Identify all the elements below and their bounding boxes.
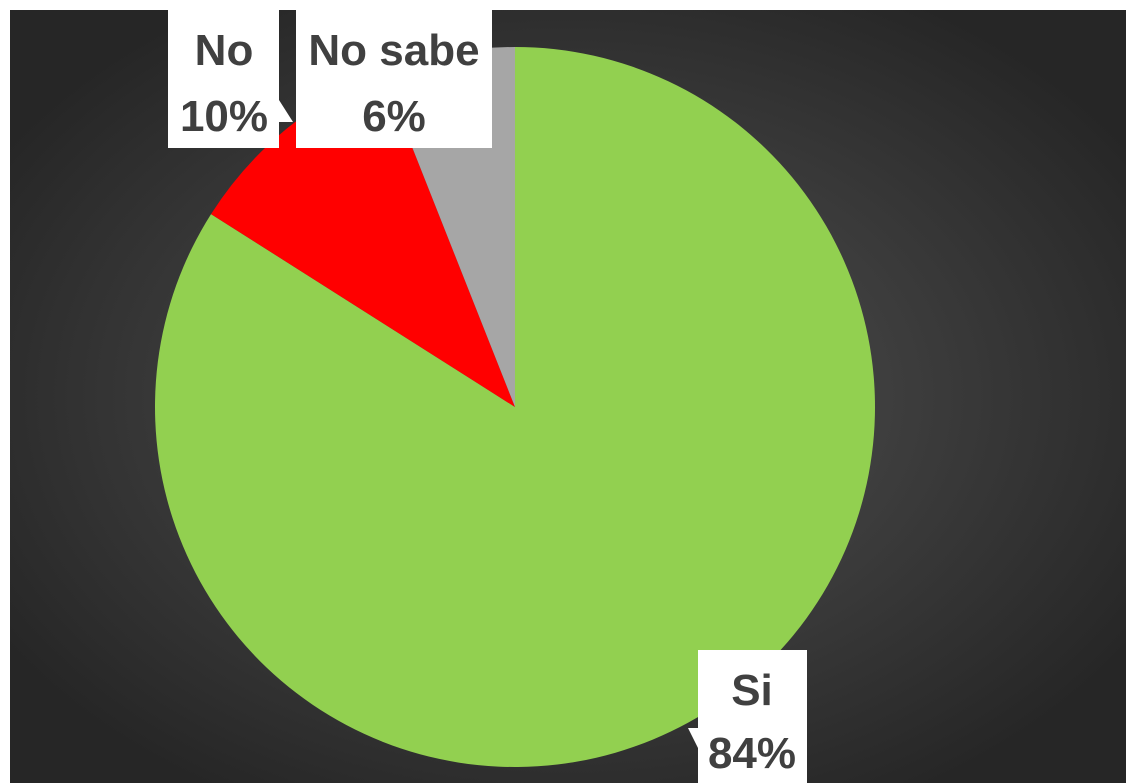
- label-no-value: 10%: [180, 92, 268, 141]
- label-no-name: No: [195, 26, 254, 75]
- label-no-box: [168, 10, 293, 148]
- label-si-value: 84%: [708, 729, 796, 778]
- label-no-sabe-value: 6%: [362, 92, 426, 141]
- slice-no: [211, 72, 516, 407]
- label-no: No 10%: [168, 10, 293, 148]
- label-si-box: [688, 650, 807, 783]
- data-labels: Si 84% No 10% No sabe 6%: [168, 10, 807, 783]
- label-no-sabe: No sabe 6%: [296, 10, 492, 148]
- label-no-sabe-box: [296, 10, 492, 148]
- slice-si: [154, 47, 875, 768]
- label-no-sabe-name: No sabe: [308, 26, 479, 75]
- label-si: Si 84%: [688, 650, 807, 783]
- label-si-name: Si: [731, 666, 773, 715]
